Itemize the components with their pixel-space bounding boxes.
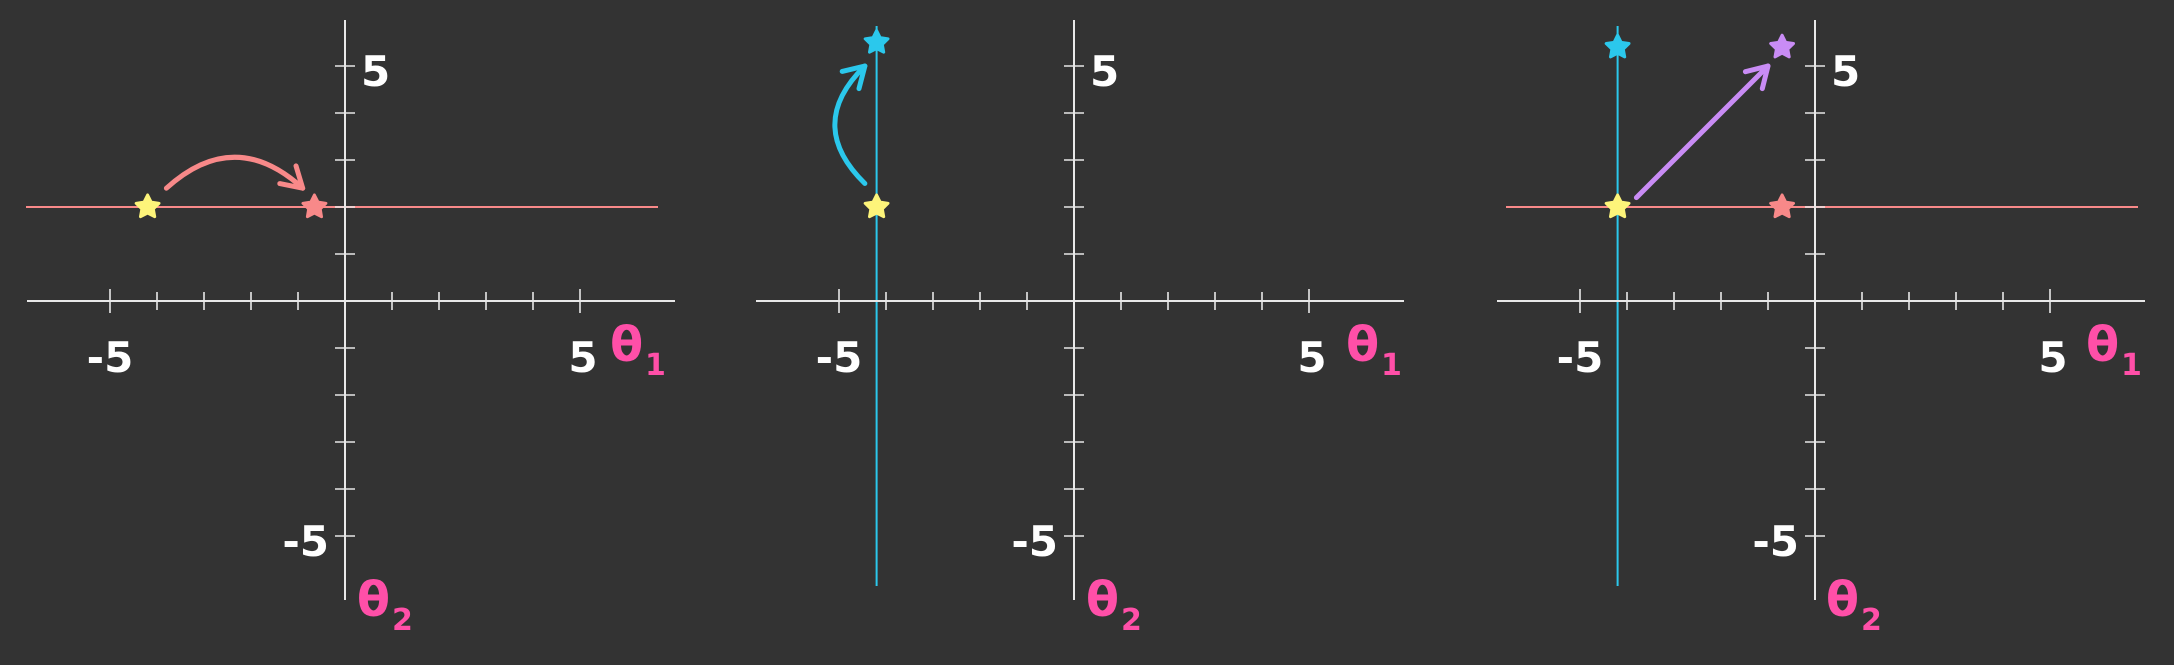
theta1-update-arrow-shaft: [163, 154, 306, 191]
theta1-target-star: [301, 193, 328, 219]
x-axis-title-subscript: 1: [645, 348, 666, 383]
x-axis-title: θ1: [1346, 317, 1402, 383]
y-tick-label-pos: 5: [1090, 47, 1119, 96]
start-star: [1604, 193, 1631, 219]
y-axis-title-subscript: 2: [1121, 603, 1142, 638]
x-axis-title: θ1: [2086, 317, 2142, 383]
theta1-update-arrow: [163, 154, 306, 191]
x-tick-label-neg: -5: [816, 333, 863, 382]
y-axis-title: θ2: [357, 572, 413, 638]
x-tick-label-neg: -5: [87, 333, 134, 382]
x-axis-title: θ1: [610, 317, 666, 383]
theta2-target-star: [863, 29, 890, 54]
x-tick-label-pos: 5: [1297, 333, 1326, 382]
y-axis-title-symbol: θ: [357, 572, 390, 628]
start-star: [863, 193, 890, 219]
x-axis-title-subscript: 1: [1381, 348, 1402, 383]
y-axis-title: θ2: [1826, 572, 1882, 638]
y-axis-title-symbol: θ: [1826, 572, 1859, 628]
joint-target-star: [1769, 33, 1795, 59]
theta1-target-star: [1769, 193, 1795, 219]
x-axis-title-subscript: 1: [2121, 348, 2142, 383]
theta2-update-arrow-shaft: [832, 63, 868, 186]
theta2-target-star: [1604, 33, 1631, 59]
y-tick-label-neg: -5: [282, 517, 329, 566]
y-axis-title-subscript: 2: [392, 603, 413, 638]
y-axis-title-subscript: 2: [1861, 603, 1882, 638]
x-tick-label-pos: 5: [2038, 333, 2067, 382]
joint-update-arrow-head: [1742, 63, 1771, 92]
theta2-update-arrow-head: [839, 63, 868, 92]
y-tick-label-pos: 5: [1831, 47, 1860, 96]
x-axis-title-symbol: θ: [610, 317, 643, 373]
theta1-update-arrow-head: [277, 163, 306, 191]
x-tick-label-pos: 5: [568, 333, 597, 382]
y-axis-title: θ2: [1086, 572, 1142, 638]
joint-update-arrow: [1633, 63, 1771, 201]
theta2-update-arrow: [832, 63, 868, 186]
start-star: [134, 193, 161, 219]
y-axis-title-symbol: θ: [1086, 572, 1119, 628]
x-axis-title-symbol: θ: [2086, 317, 2119, 373]
x-axis-title-symbol: θ: [1346, 317, 1379, 373]
y-tick-label-neg: -5: [1011, 517, 1058, 566]
x-tick-label-neg: -5: [1557, 333, 1604, 382]
y-tick-label-pos: 5: [361, 47, 390, 96]
joint-update-arrow-shaft: [1633, 63, 1771, 201]
y-tick-label-neg: -5: [1752, 517, 1799, 566]
